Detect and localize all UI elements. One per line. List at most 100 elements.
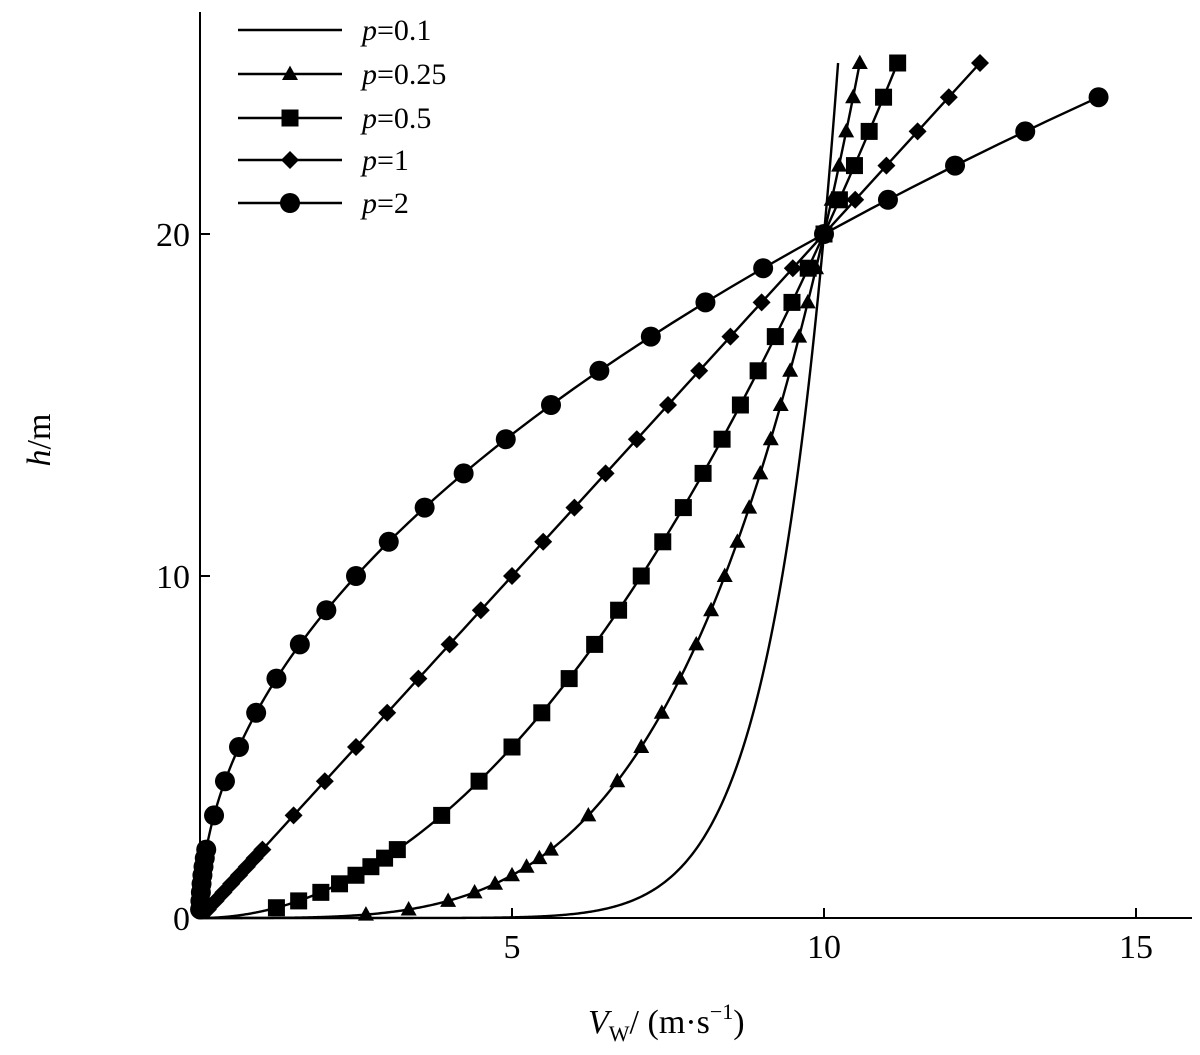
triangle-marker (282, 65, 298, 80)
circle-marker (453, 463, 474, 484)
x-axis-title-sup: −1 (710, 999, 733, 1024)
triangle-marker (440, 892, 457, 907)
square-marker (586, 635, 604, 653)
legend-label-symbol: p (360, 14, 377, 47)
circle-marker (640, 326, 661, 347)
square-marker (860, 122, 878, 140)
diamond-marker (877, 156, 896, 175)
triangle-marker (851, 54, 868, 69)
circle-marker (541, 395, 561, 415)
square-marker (362, 858, 380, 876)
legend-label: p=0.1 (360, 14, 431, 47)
triangle-marker (688, 636, 705, 651)
series-1 (199, 54, 868, 921)
circle-marker (877, 189, 898, 210)
legend-item: p=0.25 (238, 58, 446, 91)
square-marker (799, 259, 817, 277)
legend-item: p=1 (238, 144, 409, 177)
series-3 (198, 54, 989, 920)
diamond-marker (659, 396, 677, 414)
diamond-marker (534, 532, 553, 551)
square-marker (281, 109, 299, 127)
x-tick-label: 15 (1119, 929, 1153, 966)
circle-marker (346, 566, 366, 586)
legend: p=0.1p=0.25p=0.5p=1p=2 (238, 14, 446, 220)
series-2 (199, 54, 907, 920)
legend-item: p=0.1 (238, 14, 431, 47)
y-axis-title-main: h (21, 449, 58, 466)
triangle-marker (580, 807, 597, 822)
legend-item: p=0.5 (238, 102, 431, 135)
square-marker (654, 533, 672, 551)
series-layer (190, 54, 1109, 921)
square-marker (470, 772, 488, 790)
circle-marker (214, 771, 235, 792)
legend-label-symbol: p (360, 187, 377, 220)
diamond-marker (409, 669, 428, 688)
square-marker (875, 88, 893, 106)
triangle-marker (542, 841, 559, 856)
diamond-marker (721, 327, 740, 346)
square-marker (632, 567, 650, 585)
square-marker (503, 738, 521, 756)
diamond-marker (783, 259, 802, 278)
circle-marker (814, 224, 834, 244)
series-line (198, 62, 981, 920)
ticks: 5 10 15 0 10 20 (156, 217, 1153, 966)
x-axis-title-unit: / (m·s (630, 1004, 710, 1041)
diamond-marker (908, 122, 927, 141)
legend-label-symbol: p (360, 144, 377, 177)
series-line (199, 62, 861, 920)
diamond-marker (347, 738, 365, 756)
diamond-marker (440, 635, 459, 654)
legend-label-value: =2 (377, 187, 409, 220)
triangle-marker (729, 533, 746, 548)
triangle-marker (487, 875, 504, 890)
triangle-marker (400, 901, 417, 916)
triangle-marker (357, 906, 374, 921)
diamond-marker (752, 293, 771, 312)
y-tick-label: 20 (156, 217, 190, 254)
legend-label: p=2 (360, 187, 409, 220)
triangle-marker (633, 738, 650, 753)
circle-marker (266, 668, 287, 689)
square-marker (749, 362, 767, 380)
legend-label-value: =0.25 (377, 58, 446, 91)
circle-marker (945, 155, 966, 176)
square-marker (830, 191, 848, 209)
square-marker (290, 892, 308, 910)
square-marker (731, 396, 749, 414)
circle-marker (1088, 87, 1109, 108)
circle-marker (495, 429, 516, 450)
series-4 (190, 87, 1109, 920)
square-marker (845, 157, 863, 175)
circle-marker (246, 702, 267, 723)
square-marker (560, 670, 578, 688)
triangle-marker (671, 670, 688, 685)
circle-marker (280, 193, 300, 213)
square-marker (347, 866, 365, 884)
triangle-marker (799, 294, 816, 309)
circle-marker (229, 737, 249, 757)
legend-item: p=2 (238, 187, 409, 220)
diamond-marker (315, 772, 334, 791)
triangle-marker (782, 362, 799, 377)
diamond-marker (690, 361, 709, 380)
circle-marker (289, 634, 310, 655)
diamond-marker (284, 806, 303, 825)
triangle-marker (518, 858, 535, 873)
legend-label: p=0.25 (360, 58, 446, 91)
square-marker (533, 704, 551, 722)
triangle-marker (838, 123, 855, 138)
legend-label-symbol: p (360, 58, 377, 91)
circle-marker (378, 531, 399, 552)
circle-marker (1015, 121, 1036, 142)
triangle-marker (716, 567, 733, 582)
circle-marker (589, 360, 610, 381)
square-marker (433, 806, 451, 824)
square-marker (713, 430, 731, 448)
diamond-marker (471, 601, 490, 620)
series-0 (199, 62, 840, 920)
circle-marker (695, 292, 716, 313)
